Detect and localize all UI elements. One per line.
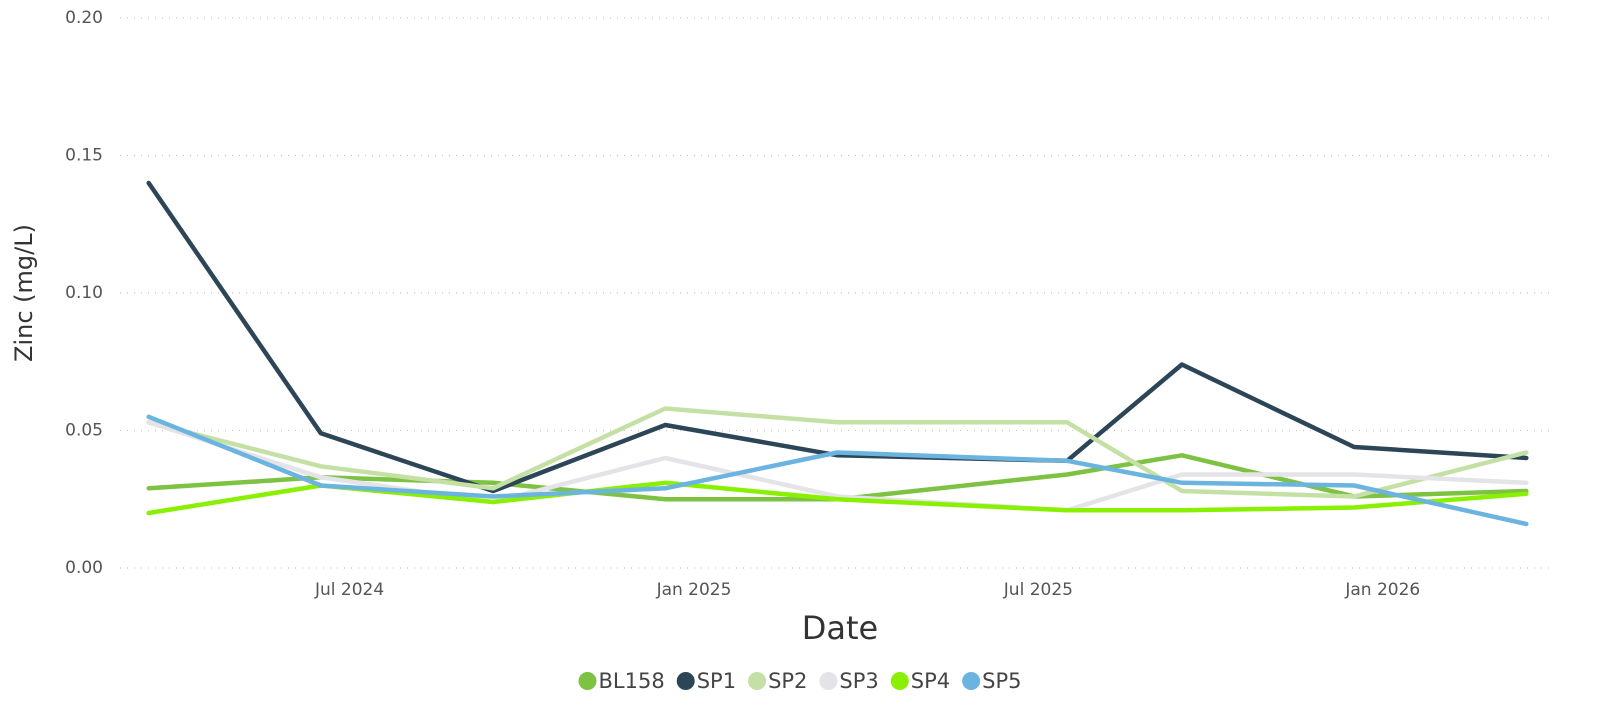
legend-marker	[578, 672, 597, 690]
series-line	[146, 453, 1529, 502]
series-line	[146, 180, 1529, 494]
x-tick-label: Jul 2025	[1003, 580, 1073, 600]
x-tick-label: Jan 2025	[656, 580, 732, 600]
series-line	[146, 414, 1529, 527]
legend-label: SP1	[697, 669, 736, 693]
legend-label: SP4	[911, 669, 950, 693]
legend-label: BL158	[599, 669, 665, 693]
y-tick-label: 0.00	[65, 558, 103, 578]
y-tick-label: 0.20	[65, 8, 103, 28]
y-tick-label: 0.05	[65, 421, 103, 441]
x-tick-label: Jan 2026	[1344, 580, 1420, 600]
legend-marker	[748, 672, 767, 690]
x-tick-label: Jul 2024	[314, 580, 384, 600]
legend-marker	[676, 672, 695, 690]
legend-marker	[890, 672, 909, 690]
series-line	[146, 406, 1529, 499]
legend-marker	[962, 672, 981, 690]
series-line	[146, 420, 1529, 513]
legend-label: SP3	[839, 669, 878, 693]
legend-label: SP2	[768, 669, 807, 693]
y-axis-label: Zinc (mg/L)	[10, 224, 38, 362]
legend-label: SP5	[982, 669, 1021, 693]
legend: BL158 SP1 SP2 SP3 SP4 SP5	[578, 669, 1022, 693]
y-tick-label: 0.15	[65, 146, 103, 166]
y-tick-label: 0.10	[65, 283, 103, 303]
x-axis-label: Date	[802, 609, 878, 647]
legend-marker	[819, 672, 838, 690]
